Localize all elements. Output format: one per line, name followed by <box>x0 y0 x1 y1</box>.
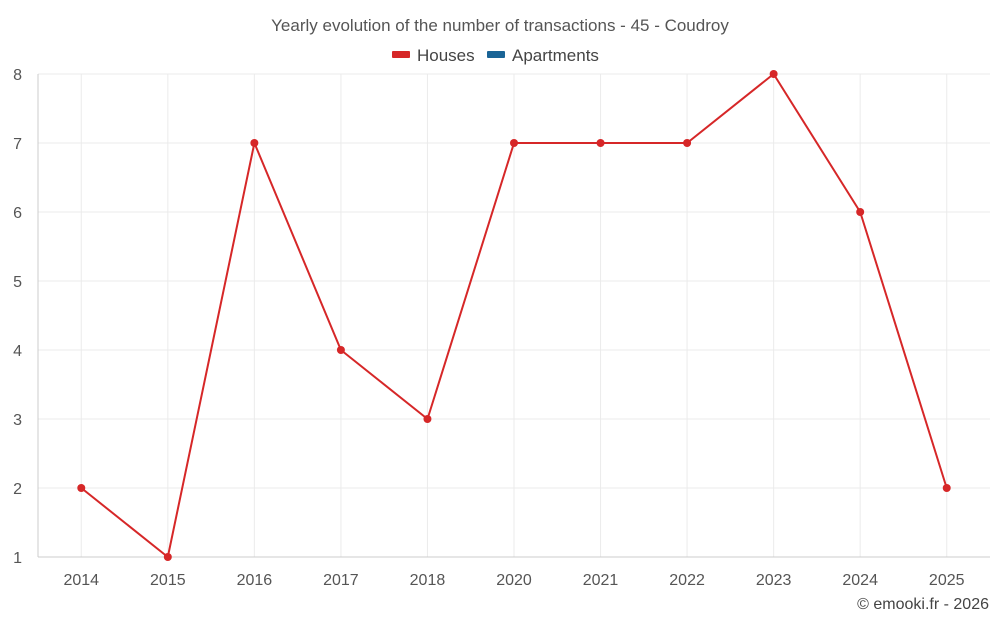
data-point-houses[interactable] <box>77 484 86 492</box>
legend-label-houses: Houses <box>417 46 475 65</box>
y-tick-label: 5 <box>13 274 22 291</box>
x-tick-label: 2024 <box>842 572 878 589</box>
x-axis: 2014 2015 2016 2017 2018 2020 2021 2022 2023 2024… <box>63 572 964 589</box>
y-tick-label: 7 <box>13 136 22 153</box>
x-tick-label: 2018 <box>410 572 446 589</box>
x-tick-label: 2022 <box>669 572 705 589</box>
legend-label-apartments: Apartments <box>512 46 599 65</box>
data-point-houses[interactable] <box>683 139 692 147</box>
x-tick-label: 2015 <box>150 572 186 589</box>
y-axis: 1 2 3 4 5 6 7 8 <box>13 67 22 567</box>
y-tick-label: 8 <box>13 67 22 84</box>
legend-swatch-apartments <box>487 51 505 58</box>
data-point-houses[interactable] <box>423 415 432 423</box>
legend-item-houses[interactable]: Houses <box>392 46 475 65</box>
x-tick-label: 2023 <box>756 572 792 589</box>
x-tick-label: 2020 <box>496 572 532 589</box>
y-tick-label: 1 <box>13 550 22 567</box>
y-tick-label: 3 <box>13 412 22 429</box>
x-tick-label: 2017 <box>323 572 359 589</box>
x-tick-label: 2025 <box>929 572 965 589</box>
series-layer <box>77 70 951 561</box>
data-point-houses[interactable] <box>163 553 172 561</box>
legend-item-apartments[interactable]: Apartments <box>487 46 599 65</box>
data-point-houses[interactable] <box>856 208 865 216</box>
y-tick-label: 4 <box>13 343 22 360</box>
y-tick-label: 6 <box>13 205 22 222</box>
x-tick-label: 2016 <box>237 572 273 589</box>
data-point-houses[interactable] <box>250 139 259 147</box>
y-tick-label: 2 <box>13 481 22 498</box>
data-point-houses[interactable] <box>510 139 518 147</box>
x-tick-label: 2021 <box>583 572 619 589</box>
data-point-houses[interactable] <box>769 70 778 78</box>
data-point-houses[interactable] <box>596 139 605 147</box>
x-tick-label: 2014 <box>63 572 99 589</box>
data-point-houses[interactable] <box>942 484 951 492</box>
legend: Houses Apartments <box>392 46 599 65</box>
data-point-houses[interactable] <box>336 346 345 354</box>
legend-swatch-houses <box>392 51 410 58</box>
credit-text: © emooki.fr - 2026 <box>857 596 989 613</box>
chart-title: Yearly evolution of the number of transa… <box>271 16 729 35</box>
